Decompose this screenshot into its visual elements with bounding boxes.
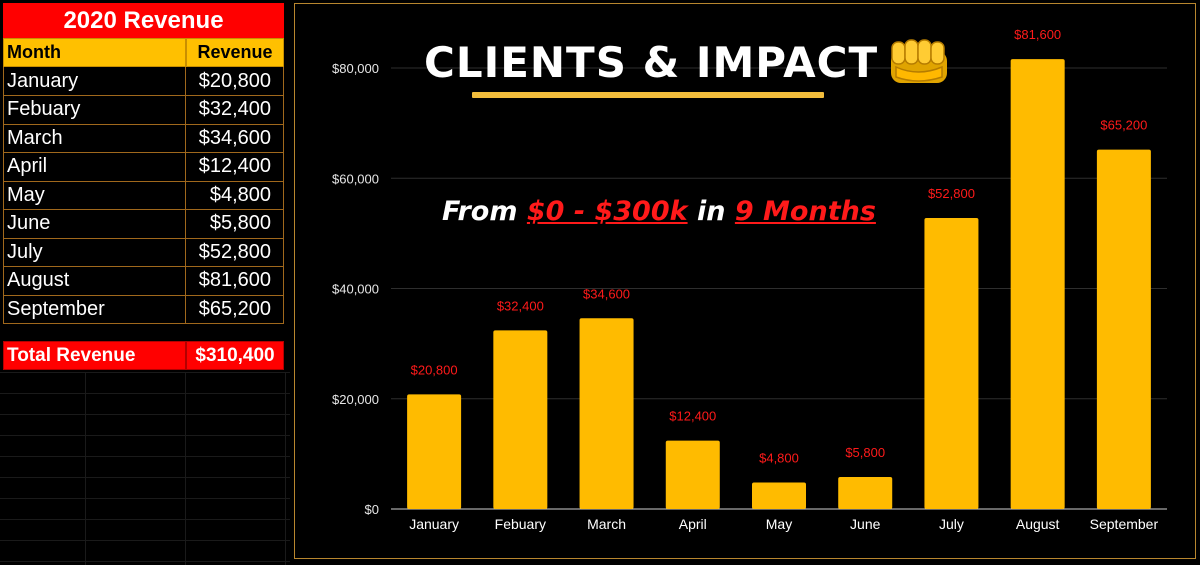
- y-tick-label: $20,000: [332, 392, 379, 407]
- table-row-month[interactable]: August: [3, 266, 186, 296]
- y-tick-label: $40,000: [332, 282, 379, 297]
- bar: [493, 330, 548, 509]
- table-row-revenue[interactable]: $34,600: [186, 124, 284, 153]
- column-header-month[interactable]: Month: [3, 38, 186, 67]
- table-row-month[interactable]: September: [3, 295, 186, 324]
- data-label: $4,800: [759, 451, 799, 466]
- tagline-in: in: [696, 196, 726, 227]
- table-row-revenue[interactable]: $65,200: [186, 295, 284, 324]
- table-row-revenue[interactable]: $5,800: [186, 209, 284, 239]
- sheet-title[interactable]: 2020 Revenue: [3, 3, 284, 38]
- table-row-month[interactable]: April: [3, 152, 186, 182]
- x-tick-label: April: [679, 516, 707, 532]
- tagline-period: 9 Months: [734, 196, 876, 227]
- x-tick-label: May: [766, 516, 792, 532]
- x-axis: January Febuary March April May June July Augus…: [409, 516, 1158, 532]
- bar: [752, 482, 806, 509]
- table-row-revenue[interactable]: $12,400: [186, 152, 284, 182]
- tagline: From $0 - $300k in 9 Months: [442, 196, 876, 227]
- data-label: $32,400: [497, 298, 544, 313]
- tagline-from: From: [442, 196, 518, 227]
- table-row-month[interactable]: July: [3, 238, 186, 267]
- fist-icon: [891, 39, 948, 83]
- bar: [407, 394, 462, 509]
- bar: [924, 217, 979, 509]
- revenue-spreadsheet: 2020 Revenue Month Revenue January $20,80…: [0, 0, 290, 565]
- table-row-revenue[interactable]: $52,800: [186, 238, 284, 267]
- table-row-month[interactable]: June: [3, 209, 186, 239]
- y-tick-label: $60,000: [332, 171, 379, 186]
- total-revenue-label[interactable]: Total Revenue: [3, 341, 186, 370]
- bar: [1096, 149, 1151, 509]
- data-label: $65,200: [1100, 118, 1147, 133]
- table-row-month[interactable]: Febuary: [3, 95, 186, 125]
- data-label: $12,400: [669, 409, 716, 424]
- headline-text: CLIENTS & IMPACT: [424, 37, 879, 87]
- bar: [838, 477, 893, 509]
- data-labels: $20,800 $32,400 $34,600 $12,400 $4,800 $5,800…: [411, 27, 1148, 465]
- data-label: $5,800: [845, 445, 885, 460]
- data-label: $34,600: [583, 286, 630, 301]
- x-tick-label: July: [939, 516, 964, 532]
- table-row-month[interactable]: January: [3, 67, 186, 96]
- data-label: $20,800: [411, 362, 458, 377]
- headline: CLIENTS & IMPACT: [424, 36, 950, 88]
- x-tick-label: January: [409, 516, 459, 532]
- table-row-revenue[interactable]: $4,800: [186, 181, 284, 210]
- x-tick-label: August: [1016, 516, 1060, 532]
- tagline-range: $0 - $300k: [526, 196, 688, 227]
- table-row-revenue[interactable]: $20,800: [186, 67, 284, 96]
- table-row-revenue[interactable]: $81,600: [186, 266, 284, 296]
- x-tick-label: June: [850, 516, 881, 532]
- x-tick-label: Febuary: [495, 516, 546, 532]
- data-label: $81,600: [1014, 27, 1061, 42]
- y-axis: $0 $20,000 $40,000 $60,000 $80,000: [332, 61, 379, 517]
- bar: [665, 440, 720, 509]
- y-tick-label: $80,000: [332, 61, 379, 76]
- table-row-month[interactable]: May: [3, 181, 186, 210]
- column-header-revenue[interactable]: Revenue: [186, 38, 284, 67]
- x-tick-label: March: [587, 516, 626, 532]
- table-row-month[interactable]: March: [3, 124, 186, 153]
- total-revenue-value[interactable]: $310,400: [186, 341, 284, 370]
- bar-chart: $20,800 $32,400 $34,600 $12,400 $4,800 $5,800…: [332, 27, 1167, 532]
- data-label: $52,800: [928, 186, 975, 201]
- bars: [407, 59, 1151, 510]
- bar: [1010, 59, 1065, 510]
- empty-grid-area: [0, 372, 290, 565]
- bar: [579, 318, 634, 509]
- x-tick-label: September: [1090, 516, 1159, 532]
- y-tick-label: $0: [365, 502, 379, 517]
- table-row-revenue[interactable]: $32,400: [186, 95, 284, 125]
- headline-underline: [472, 92, 824, 98]
